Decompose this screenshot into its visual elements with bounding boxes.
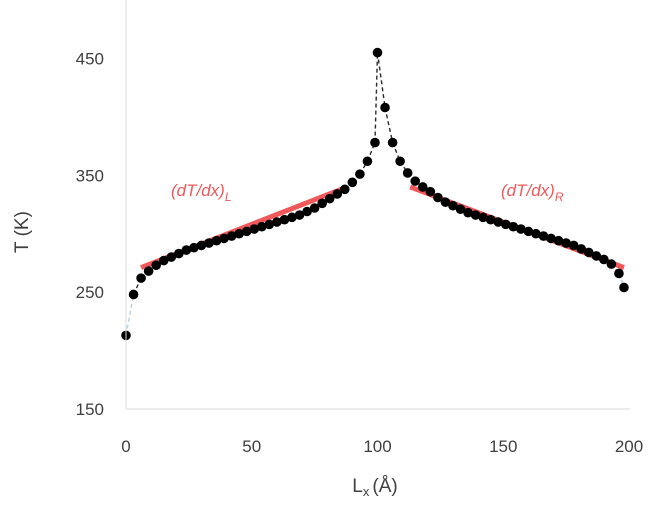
x-tick-150: 150 (489, 437, 517, 456)
data-point-25 (309, 203, 320, 213)
data-point-14 (226, 231, 237, 241)
data-point-57 (546, 233, 556, 244)
y-tick-350: 350 (76, 166, 104, 185)
data-point-36 (387, 137, 398, 148)
data-point-8 (181, 245, 192, 255)
data-point-60 (568, 240, 579, 251)
data-point-33 (370, 137, 380, 148)
data-point-2 (136, 273, 146, 283)
data-point-51 (500, 219, 511, 230)
data-point-39 (410, 176, 421, 186)
data-point-35 (380, 102, 390, 113)
data-point-11 (204, 238, 214, 248)
data-point-10 (196, 240, 207, 251)
data-point-3 (143, 266, 154, 276)
data-point-38 (402, 168, 413, 178)
connector-segment-33 (374, 52, 379, 143)
y-tick-250: 250 (76, 283, 104, 302)
data-point-7 (174, 248, 184, 259)
data-point-26 (317, 198, 327, 209)
x-axis-label: Lx (Å) (352, 476, 397, 499)
data-point-67 (619, 282, 629, 293)
connector-segment-34 (376, 52, 386, 108)
data-point-63 (591, 251, 602, 261)
connector-segment-35 (384, 107, 394, 143)
data-point-42 (433, 192, 443, 203)
data-point-17 (249, 224, 260, 234)
data-point-13 (219, 233, 229, 244)
data-point-62 (583, 247, 594, 258)
x-tick-labels: 0 50 100 150 200 (121, 437, 643, 456)
data-point-27 (324, 193, 335, 204)
data-point-34 (372, 47, 383, 58)
data-point-43 (440, 197, 451, 207)
data-point-37 (395, 156, 405, 167)
data-point-31 (355, 169, 365, 179)
data-point-30 (347, 177, 358, 188)
y-tick-450: 450 (76, 49, 104, 68)
data-point-24 (302, 206, 312, 217)
axes (125, 0, 630, 410)
data-point-44 (448, 200, 458, 211)
data-point-9 (189, 242, 199, 253)
data-point-23 (294, 210, 305, 220)
data-point-19 (264, 219, 275, 230)
data-point-64 (599, 254, 609, 265)
data-point-56 (538, 231, 549, 241)
x-tick-0: 0 (121, 437, 130, 456)
data-point-22 (287, 212, 297, 223)
y-tick-labels: 150 250 350 450 (76, 49, 104, 419)
data-point-1 (128, 289, 139, 300)
data-point-4 (151, 260, 161, 271)
data-point-15 (234, 228, 244, 239)
x-tick-200: 200 (615, 437, 643, 456)
y-tick-150: 150 (76, 400, 104, 419)
data-point-32 (362, 156, 373, 167)
data-point-52 (508, 221, 519, 232)
data-point-49 (485, 214, 496, 225)
data-point-16 (241, 226, 252, 237)
data-point-55 (531, 228, 541, 239)
data-point-40 (417, 182, 428, 192)
fit-label-left: (dT/dx)L (171, 181, 232, 204)
data-point-48 (478, 212, 488, 223)
data-point-5 (158, 255, 169, 266)
data-point-18 (257, 221, 267, 232)
data-point-50 (493, 217, 504, 227)
data-points (121, 47, 629, 341)
data-point-6 (166, 252, 177, 262)
data-point-65 (606, 259, 617, 269)
data-point-61 (576, 244, 587, 254)
data-point-47 (470, 210, 481, 220)
data-point-28 (332, 189, 343, 199)
data-point-29 (340, 184, 350, 195)
data-point-41 (425, 186, 436, 197)
data-point-54 (523, 226, 534, 237)
data-point-21 (279, 214, 290, 225)
x-tick-100: 100 (363, 437, 391, 456)
data-point-45 (455, 204, 466, 214)
fit-label-right: (dT/dx)R (501, 181, 564, 204)
x-tick-50: 50 (242, 437, 261, 456)
data-point-20 (272, 217, 282, 227)
connector-segment-0 (125, 294, 135, 336)
data-point-12 (211, 235, 222, 246)
y-axis-label: T (K) (12, 211, 33, 253)
data-point-66 (614, 268, 624, 279)
data-point-46 (463, 207, 473, 218)
data-point-58 (553, 235, 564, 246)
data-point-59 (561, 238, 571, 248)
data-point-53 (516, 224, 526, 234)
